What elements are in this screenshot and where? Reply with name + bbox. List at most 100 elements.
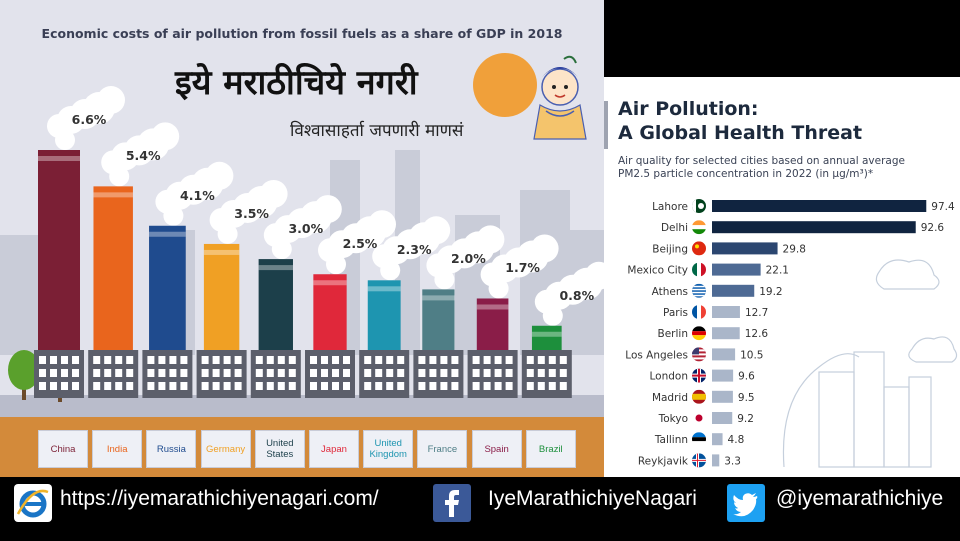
right-chart-svg: Lahore 97.4 Delhi 92.6 Beijing 29.8 Mexico Cit… — [625, 199, 958, 468]
chimney-bar — [203, 243, 240, 350]
city-label: Berlin — [658, 328, 688, 340]
chimney-bar — [531, 325, 562, 350]
factory-building — [305, 350, 355, 398]
country-label: France — [417, 430, 468, 468]
ground-strip — [0, 395, 604, 417]
city-label: Lahore — [652, 201, 688, 213]
france-flag-icon — [692, 305, 706, 319]
chimney-bar — [422, 289, 455, 350]
right-infographic: Air Pollution: A Global Health Threat Ai… — [604, 77, 960, 477]
city-bar — [712, 369, 734, 382]
right-subtitle-line1: Air quality for selected cities based on… — [618, 155, 905, 167]
left-chart-title: Economic costs of air pollution from fos… — [41, 26, 563, 41]
japan-flag-icon — [692, 411, 706, 425]
bar-value-label: 4.8 — [728, 434, 745, 446]
india-flag-icon — [692, 220, 706, 235]
city-label: Tokyo — [658, 413, 688, 425]
percentage-label: 2.0% — [451, 251, 486, 267]
bar-value-label: 19.2 — [759, 286, 782, 298]
factory-building — [142, 350, 193, 398]
bar-value-label: 29.8 — [783, 243, 806, 255]
twitter-icon[interactable] — [727, 484, 765, 522]
bar-value-label: 9.6 — [738, 371, 755, 383]
estonia-flag-icon — [692, 432, 706, 447]
city-bar — [712, 284, 755, 297]
city-bar — [712, 348, 736, 361]
iceland-flag-icon — [692, 453, 706, 468]
chimney-bar — [258, 259, 293, 350]
chimney-bar — [38, 150, 80, 350]
smoke-cloud — [426, 225, 505, 290]
country-label: China — [38, 430, 88, 468]
smoke-cloud — [534, 261, 604, 326]
right-title-line2: A Global Health Threat — [618, 122, 863, 144]
bar-value-label: 92.6 — [921, 222, 945, 234]
percentage-label: 0.8% — [559, 287, 595, 303]
smoke-cloud — [263, 195, 342, 260]
country-label: India — [92, 430, 143, 468]
city-bar — [712, 390, 733, 403]
bar-value-label: 12.6 — [745, 328, 769, 340]
marathi-title: इये मराठीचिये नगरी — [175, 63, 418, 103]
city-label: Reykjavik — [638, 455, 689, 467]
city-bar — [712, 306, 740, 318]
smoke-cloud — [372, 216, 451, 281]
bar-value-label: 9.2 — [737, 413, 754, 425]
website-link[interactable]: https://iyemarathichiyenagari.com/ — [60, 487, 379, 510]
chimney-group — [34, 86, 604, 398]
facebook-icon[interactable] — [433, 484, 471, 522]
city-label: Delhi — [661, 222, 688, 234]
china-flag-icon — [692, 241, 706, 256]
city-label: Madrid — [652, 392, 688, 404]
sun-circle — [473, 53, 537, 117]
greece-flag-icon — [692, 283, 706, 298]
city-label: London — [650, 371, 689, 383]
title-accent-bar — [604, 101, 608, 149]
uk-flag-icon — [692, 368, 706, 383]
bar-value-label: 97.4 — [931, 201, 955, 213]
smoke-cloud — [480, 234, 559, 299]
city-label: Tallinn — [654, 434, 688, 446]
factory-building — [521, 350, 572, 398]
percentage-label: 2.3% — [396, 242, 432, 258]
bar-value-label: 12.7 — [745, 307, 768, 319]
bar-value-label: 3.3 — [724, 455, 741, 467]
country-label: Spain — [471, 430, 522, 468]
facebook-handle[interactable]: IyeMarathichiyeNagari — [488, 487, 697, 510]
right-chart-subtitle: Air quality for selected cities based on… — [618, 155, 948, 181]
chimney-bar — [476, 298, 509, 350]
right-chart-title: Air Pollution: A Global Health Threat — [618, 97, 948, 145]
city-bar — [712, 200, 927, 212]
bar-value-label: 10.5 — [740, 349, 763, 361]
right-title-line1: Air Pollution: — [618, 98, 759, 120]
chimney-bar — [149, 225, 186, 350]
percentage-label: 3.5% — [234, 205, 269, 221]
factory-building — [196, 350, 247, 398]
factory-building — [88, 350, 139, 398]
mexico-flag-icon — [692, 262, 706, 277]
usa-flag-icon — [692, 347, 706, 362]
chimney-bar — [313, 274, 347, 350]
country-label: United States — [254, 430, 305, 468]
city-bar — [712, 412, 733, 424]
right-subtitle-line2: PM2.5 particle concentration in 2022 (in… — [618, 168, 874, 180]
city-bar — [712, 221, 916, 234]
percentage-label: 5.4% — [125, 148, 161, 164]
country-label: Japan — [309, 430, 359, 468]
factory-building — [413, 350, 464, 398]
chimney-bar — [93, 186, 133, 350]
percentage-label: 2.5% — [342, 236, 378, 252]
footer-bar: https://iyemarathichiyenagari.com/ IyeMa… — [0, 477, 960, 541]
spain-flag-icon — [692, 389, 706, 404]
twitter-handle[interactable]: @iyemarathichiye — [776, 487, 944, 510]
city-bar — [712, 263, 761, 276]
internet-explorer-icon[interactable] — [14, 484, 52, 522]
smoke-cloud — [155, 161, 234, 226]
factory-building — [467, 350, 518, 398]
smoke-cloud — [47, 86, 125, 150]
percentage-label: 6.6% — [71, 112, 107, 127]
city-bar — [712, 242, 778, 255]
smoke-cloud — [318, 210, 396, 275]
city-bar — [712, 433, 723, 446]
city-bar — [712, 327, 740, 340]
